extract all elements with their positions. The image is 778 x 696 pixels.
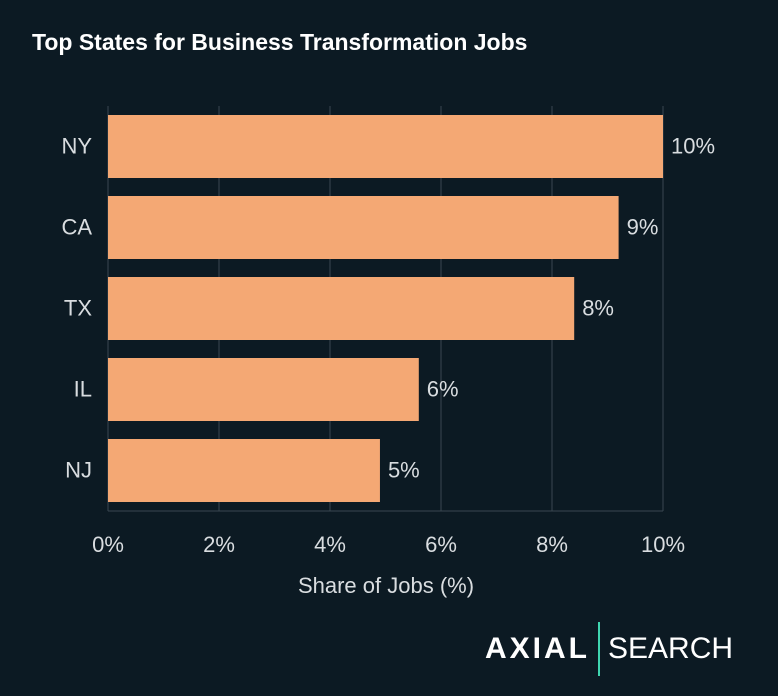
x-tick-label: 0% — [92, 532, 124, 557]
x-axis-title: Share of Jobs (%) — [298, 573, 474, 598]
logo-product: SEARCH — [608, 632, 733, 665]
value-label: 8% — [582, 295, 614, 320]
x-tick-label: 8% — [536, 532, 568, 557]
bar — [108, 277, 575, 340]
value-label: 10% — [671, 133, 715, 158]
chart-title: Top States for Business Transformation J… — [32, 29, 527, 55]
y-tick-label: NJ — [65, 457, 92, 482]
value-label: 6% — [427, 376, 459, 401]
y-tick-label: CA — [61, 214, 92, 239]
x-tick-label: 6% — [425, 532, 457, 557]
x-tick-label: 10% — [641, 532, 685, 557]
bar — [108, 439, 380, 502]
y-tick-label: IL — [74, 376, 92, 401]
y-tick-label: NY — [61, 133, 92, 158]
x-tick-label: 4% — [314, 532, 346, 557]
x-tick-label: 2% — [203, 532, 235, 557]
value-label: 9% — [627, 214, 659, 239]
y-tick-label: TX — [64, 295, 92, 320]
logo-brand: AXIAL — [485, 632, 590, 665]
value-label: 5% — [388, 457, 420, 482]
bar — [108, 115, 663, 178]
bar — [108, 358, 419, 421]
bar — [108, 196, 619, 259]
